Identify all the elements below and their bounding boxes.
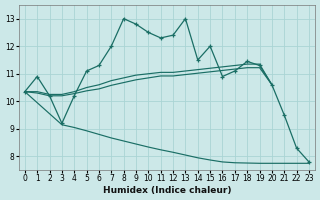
X-axis label: Humidex (Indice chaleur): Humidex (Indice chaleur)	[103, 186, 231, 195]
